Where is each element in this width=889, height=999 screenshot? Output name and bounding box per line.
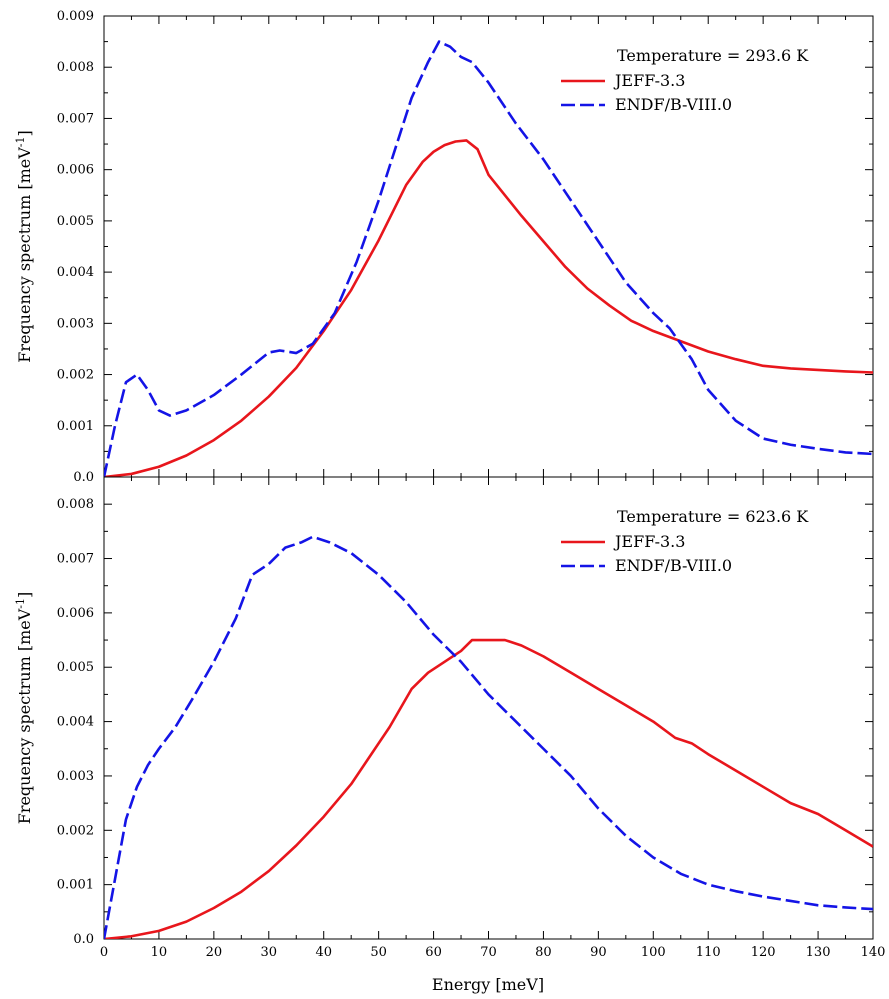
y-axis-title: Frequency spectrum [meV-1] — [14, 130, 34, 363]
y-tick-label: 0.004 — [57, 715, 94, 730]
y-tick-label: 0.006 — [57, 163, 94, 178]
y-tick-label: 0.004 — [57, 265, 94, 280]
y-tick-label: 0.003 — [57, 316, 94, 331]
top-panel: 0.0 0.001 0.002 0.003 0.004 0.005 0.006 0.007 0.… — [14, 9, 874, 485]
x-tick-label: 120 — [751, 945, 776, 960]
y-tick-label: 0.005 — [57, 214, 94, 229]
x-tick-label: 130 — [806, 945, 831, 960]
x-tick-label: 90 — [590, 945, 607, 960]
x-tick-label: 80 — [535, 945, 552, 960]
y-tick-label: 0.007 — [57, 111, 94, 126]
x-tick-label: 140 — [861, 945, 886, 960]
x-tick-label: 30 — [261, 945, 278, 960]
x-tick-label: 40 — [315, 945, 332, 960]
y-tick-label: 0.002 — [57, 368, 94, 383]
y-axis-title: Frequency spectrum [meV-1] — [14, 592, 34, 825]
y-tick-label: 0.002 — [57, 823, 94, 838]
y-tick-label: 0.007 — [57, 552, 94, 567]
legend-label: ENDF/B-VIII.0 — [615, 95, 732, 114]
series-line-jeff-3-3 — [104, 638, 873, 939]
x-tick-label: 0 — [100, 945, 108, 960]
x-tick-label: 110 — [696, 945, 721, 960]
x-axis-title: Energy [meV] — [432, 975, 544, 994]
legend-header: Temperature = 293.6 K — [617, 46, 809, 65]
legend-header: Temperature = 623.6 K — [617, 507, 809, 526]
y-tick-label: 0.009 — [57, 9, 94, 24]
y-tick-label: 0.001 — [57, 419, 94, 434]
x-tick-label: 100 — [641, 945, 666, 960]
legend-label: JEFF-3.3 — [613, 532, 685, 551]
x-tick-label: 50 — [370, 945, 387, 960]
x-tick-label: 60 — [425, 945, 442, 960]
y-tick-label: 0.005 — [57, 660, 94, 675]
y-tick-label: 0.008 — [57, 497, 94, 512]
y-tick-label: 0.006 — [57, 606, 94, 621]
y-tick-label: 0.001 — [57, 878, 94, 893]
plot-frame — [103, 15, 874, 478]
x-tick-label: 20 — [206, 945, 223, 960]
plot-frame — [103, 476, 874, 940]
y-tick-label: 0.0 — [73, 932, 94, 947]
x-tick-label: 70 — [480, 945, 497, 960]
y-tick-label: 0.003 — [57, 769, 94, 784]
bottom-panel: 0 10 20 30 40 50 60 70 80 90 100 110 120 130 140 0.0 0.0… — [14, 476, 886, 960]
y-tick-label: 0.0 — [73, 470, 94, 485]
y-tick-label: 0.008 — [57, 60, 94, 75]
series-line-jeff-3-3 — [104, 139, 873, 477]
series-line-endf-b-viii-0 — [104, 40, 873, 477]
series-line-endf-b-viii-0 — [104, 535, 873, 939]
x-tick-label: 10 — [151, 945, 168, 960]
legend-label: ENDF/B-VIII.0 — [615, 556, 732, 575]
legend-label: JEFF-3.3 — [613, 71, 685, 90]
